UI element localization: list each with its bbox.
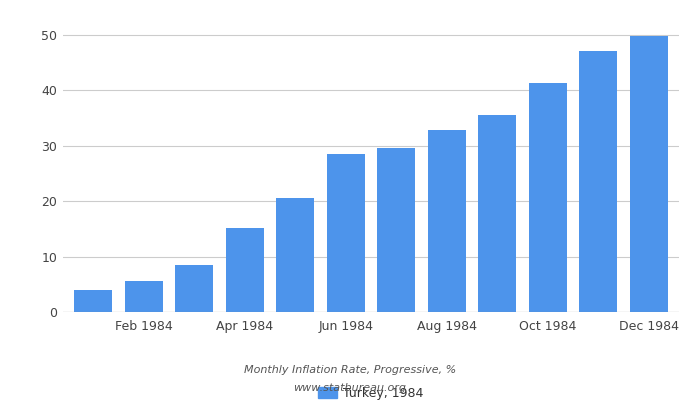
- Bar: [125, 281, 162, 312]
- Bar: [327, 154, 365, 312]
- Text: www.statbureau.org: www.statbureau.org: [293, 383, 407, 393]
- Bar: [276, 198, 314, 312]
- Bar: [528, 83, 567, 312]
- Bar: [580, 51, 617, 312]
- Bar: [226, 228, 264, 312]
- Bar: [377, 148, 415, 312]
- Bar: [630, 36, 668, 312]
- Text: Monthly Inflation Rate, Progressive, %: Monthly Inflation Rate, Progressive, %: [244, 365, 456, 375]
- Bar: [74, 290, 112, 312]
- Bar: [428, 130, 466, 312]
- Bar: [175, 265, 214, 312]
- Legend: Turkey, 1984: Turkey, 1984: [314, 382, 428, 400]
- Bar: [478, 115, 516, 312]
